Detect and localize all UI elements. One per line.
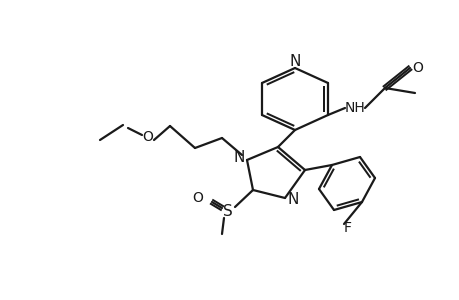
Text: NH: NH	[344, 101, 364, 115]
Text: N: N	[289, 53, 300, 68]
Text: N: N	[287, 193, 298, 208]
Text: N: N	[233, 149, 244, 164]
Text: O: O	[192, 191, 203, 205]
Text: F: F	[343, 221, 351, 235]
Text: O: O	[412, 61, 423, 75]
Text: S: S	[223, 205, 232, 220]
Text: O: O	[142, 130, 153, 144]
